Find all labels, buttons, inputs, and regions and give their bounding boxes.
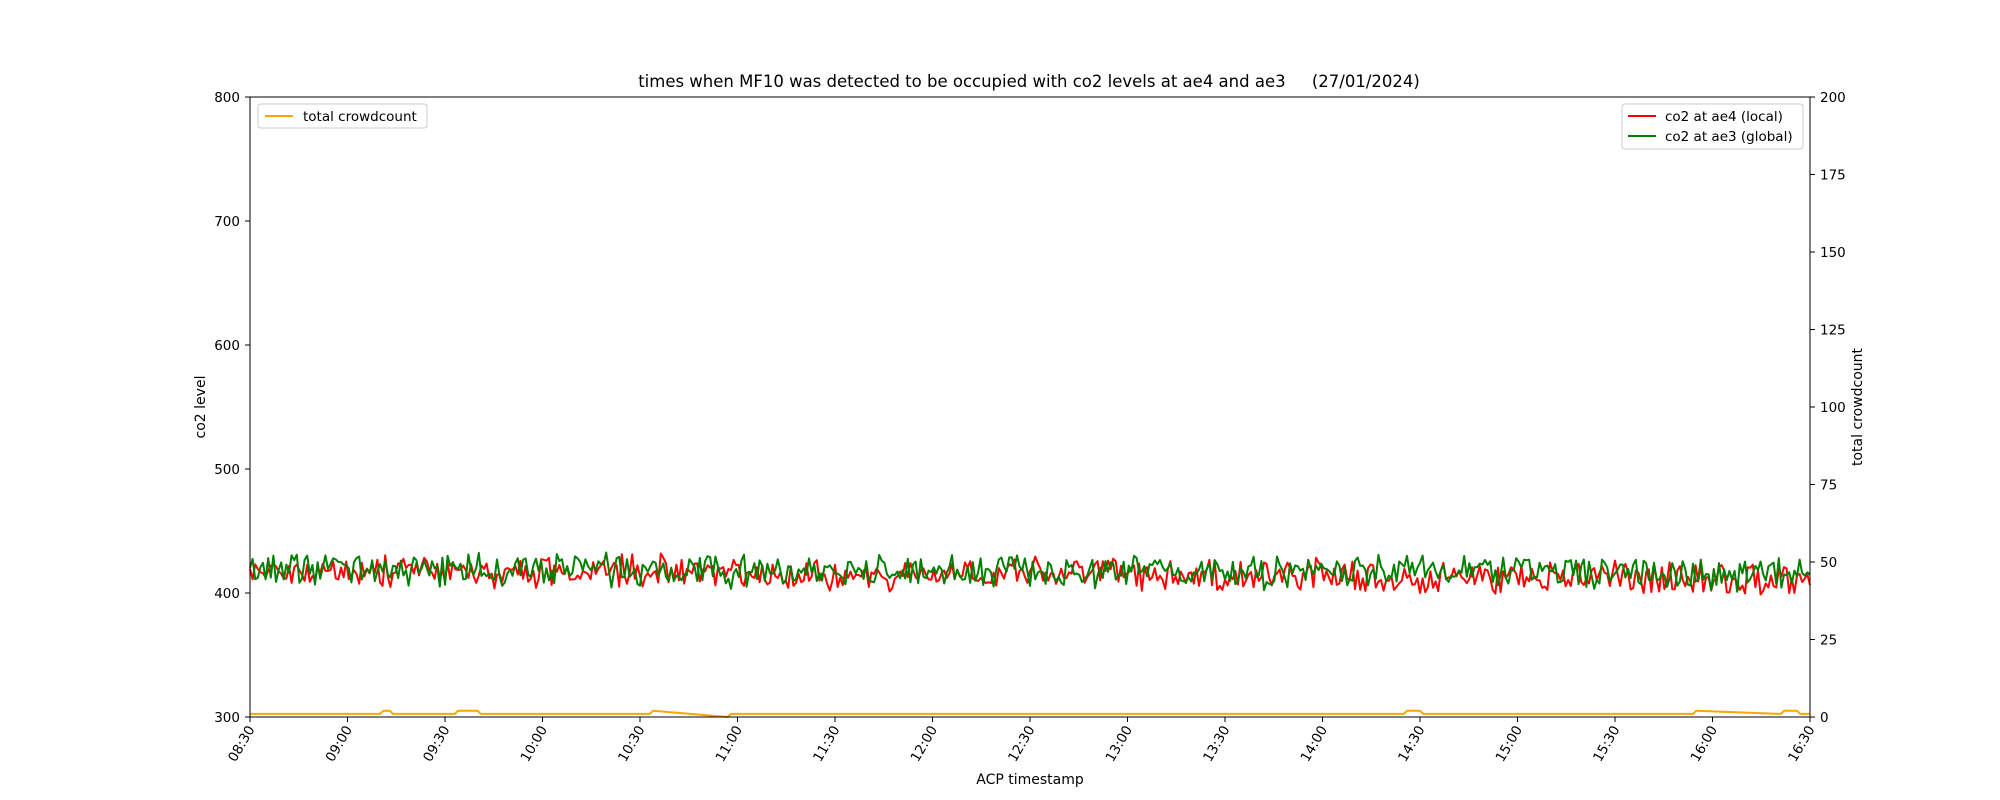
y-right-tick-label-7: 175 [1820, 168, 1846, 184]
x-tick-label-8: 12:30 [1005, 723, 1038, 765]
y-left-tick-label-5: 800 [214, 90, 240, 106]
legend-right: co2 at ae4 (local) co2 at ae3 (global) [1621, 103, 1804, 150]
y-right-tick-label-4: 100 [1820, 400, 1846, 416]
x-tick-label-9: 13:00 [1103, 723, 1136, 765]
x-tick-label-4: 10:30 [615, 723, 648, 765]
y-right-tick-label-5: 125 [1820, 323, 1846, 339]
x-axis-title: ACP timestamp [976, 772, 1084, 788]
series-line-co2-at-ae3-global- [249, 551, 1811, 593]
y-axis-left-title: co2 level [193, 376, 209, 439]
plot-frame [249, 96, 1811, 718]
x-tick-label-16: 16:30 [1785, 723, 1818, 765]
plot-lines [249, 551, 1811, 718]
x-axis: 08:30 09:00 09:30 10:00 10:30 11:00 11:30 12:00… [225, 717, 1818, 765]
y-right-tick-label-0: 0 [1820, 710, 1829, 726]
y-right-tick-label-6: 150 [1820, 245, 1846, 261]
y-right-tick-label-8: 200 [1820, 90, 1846, 106]
y-right-tick-label-3: 75 [1820, 478, 1837, 494]
y-left-tick-label-3: 600 [214, 338, 240, 354]
chart-title: times when MF10 was detected to be occup… [638, 72, 1420, 91]
x-tick-label-1: 09:00 [323, 723, 356, 765]
y-right-tick-label-1: 25 [1820, 633, 1837, 649]
right-axis: 0 25 50 75 100 125 150 175 200 [1810, 90, 1846, 726]
x-tick-label-12: 14:30 [1395, 723, 1428, 765]
legend-left: total crowdcount [257, 103, 428, 129]
x-tick-label-15: 16:00 [1688, 723, 1721, 765]
y-left-tick-label-4: 700 [214, 214, 240, 230]
legend-ae3-label: co2 at ae3 (global) [1665, 129, 1793, 145]
legend-left-box [257, 103, 428, 129]
y-axis-right-title: total crowdcount [1850, 347, 1866, 466]
x-tick-label-7: 12:00 [908, 723, 941, 765]
x-tick-label-11: 14:00 [1298, 723, 1331, 765]
x-tick-label-10: 13:30 [1200, 723, 1233, 765]
left-axis: 300 400 500 600 700 800 [214, 90, 250, 726]
x-tick-label-14: 15:30 [1590, 723, 1623, 765]
x-tick-label-13: 15:00 [1493, 723, 1526, 765]
y-left-tick-label-1: 400 [214, 586, 240, 602]
x-tick-label-2: 09:30 [420, 723, 453, 765]
x-tick-label-6: 11:30 [810, 723, 843, 765]
x-tick-label-5: 11:00 [713, 723, 746, 765]
legend-right-box [1621, 103, 1804, 150]
y-right-tick-label-2: 50 [1820, 555, 1837, 571]
x-tick-label-3: 10:00 [518, 723, 551, 765]
y-left-tick-label-0: 300 [214, 710, 240, 726]
legend-crowd-label: total crowdcount [303, 109, 417, 125]
x-tick-label-0: 08:30 [225, 723, 258, 765]
series-line-total-crowdcount [250, 709, 1810, 718]
y-left-tick-label-2: 500 [214, 462, 240, 478]
legend-ae4-label: co2 at ae4 (local) [1665, 109, 1783, 125]
